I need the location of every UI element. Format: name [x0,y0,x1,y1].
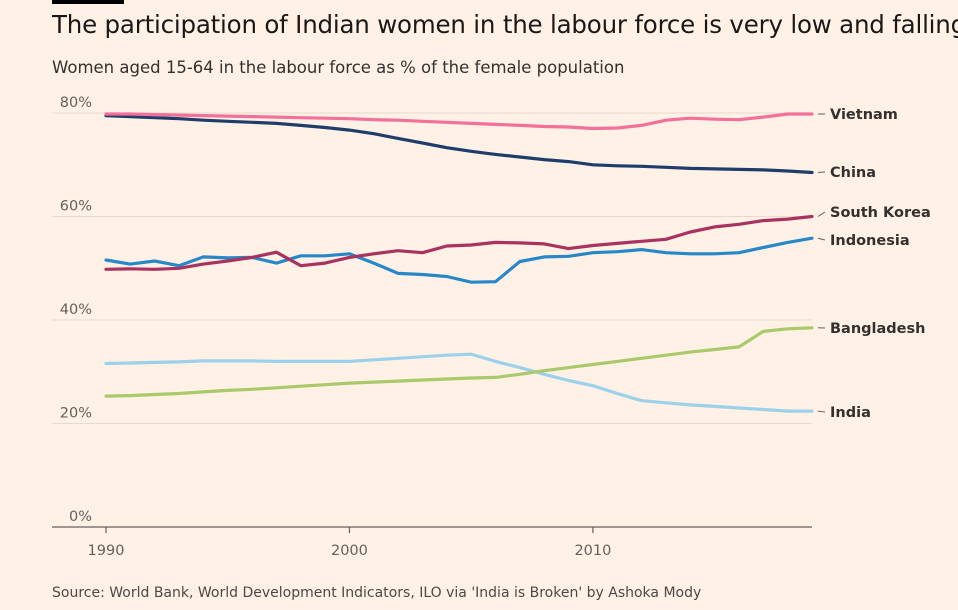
gridlines [52,112,812,528]
series-lines [104,112,814,413]
y-axis-tick-labels: 0% 20% 40% 60% 80% [60,95,92,525]
series-line-india [104,352,814,413]
chart-subtitle: Women aged 15-64 in the labour force as … [52,58,625,77]
series-line-china [104,113,814,175]
series-label-india: India [830,405,871,421]
series-label-vietnam: Vietnam [830,107,898,123]
leader-line-china [817,171,826,174]
leader-line-indonesia [817,237,826,241]
y-tick-label: 20% [60,406,92,422]
header-accent-bar [52,0,124,4]
series-label-indonesia: Indonesia [830,233,910,249]
series-label-bangladesh: Bangladesh [830,321,925,337]
source-note: Source: World Bank, World Development In… [52,585,702,601]
x-tick-label: 2010 [574,543,611,559]
series-label-south-korea: South Korea [830,205,931,221]
x-tick-label: 1990 [88,543,125,559]
x-tick-label: 2000 [331,543,368,559]
chart-title: The participation of Indian women in the… [52,10,958,39]
y-tick-label: 40% [60,302,92,318]
series-line-bangladesh [104,326,814,398]
y-tick-label: 80% [60,95,92,111]
y-tick-label: 0% [69,509,92,525]
series-line-indonesia [104,236,814,284]
leader-line-india [817,410,826,413]
series-line-south-korea [104,214,814,271]
y-tick-label: 60% [60,199,92,215]
leader-line-south-korea [817,211,826,217]
series-line-vietnam [104,112,814,131]
series-label-china: China [830,165,876,181]
x-axis: 1990 2000 2010 [88,527,611,559]
series-labels: Vietnam China South Korea Indonesia Banglade… [817,107,931,421]
